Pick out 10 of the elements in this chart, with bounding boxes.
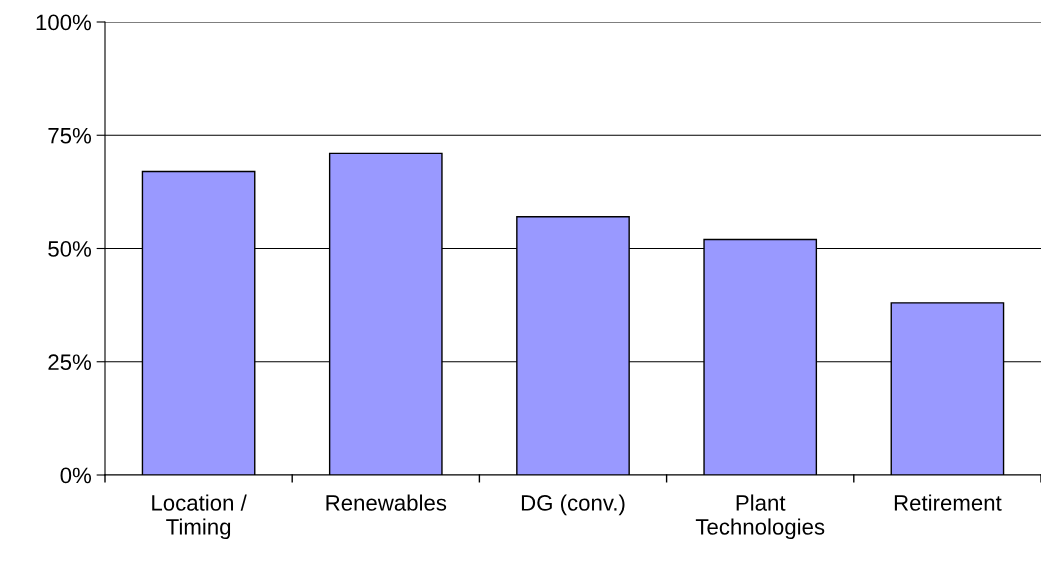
x-tick-label: Location / Timing	[152, 494, 247, 540]
x-tick-label: Plant Technologies	[695, 494, 825, 540]
y-tick-label: 50%	[48, 241, 92, 257]
y-tick-label: 0%	[60, 467, 92, 484]
x-tick-label: DG (conv.)	[521, 494, 625, 516]
y-tick-label: 100%	[36, 14, 92, 31]
y-tick-label: 75%	[48, 127, 92, 144]
x-tick-label: Retirement	[894, 494, 1002, 511]
y-tick-label: 25%	[48, 354, 92, 371]
x-tick-label: Renewables	[326, 494, 447, 511]
